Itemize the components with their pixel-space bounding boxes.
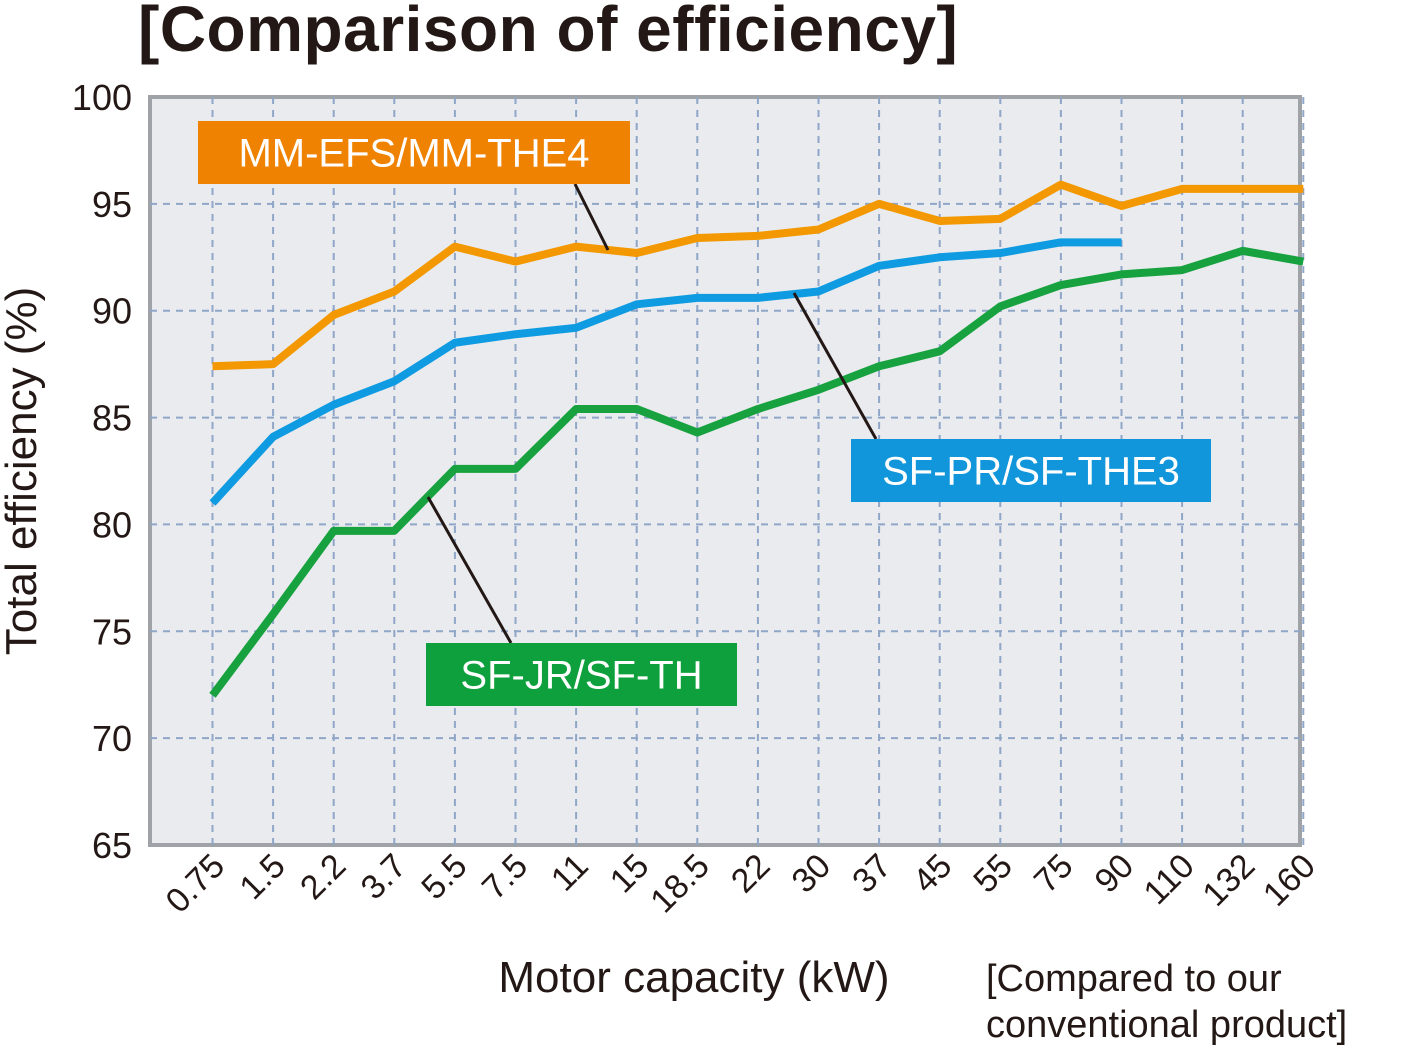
y-axis-label: Total efficiency (%) xyxy=(0,287,46,655)
leader-line xyxy=(573,183,610,251)
footnote-line-1: [Compared to our xyxy=(986,958,1282,1000)
y-tick-label: 90 xyxy=(92,291,132,332)
x-tick-label: 37 xyxy=(845,847,899,901)
y-tick-label: 65 xyxy=(92,825,132,866)
series-line xyxy=(212,180,1304,371)
x-tick-label: 1.5 xyxy=(232,847,292,907)
series-label-box xyxy=(426,643,737,706)
series-line xyxy=(209,246,1304,698)
chart-title: [Comparison of efficiency] xyxy=(138,0,959,65)
x-tick-label: 30 xyxy=(785,847,839,901)
series-label-text: MM-EFS/MM-THE4 xyxy=(238,132,589,176)
x-tick-label: 110 xyxy=(1137,847,1202,912)
x-axis-label: Motor capacity (kW) xyxy=(498,953,889,1002)
x-tick-label: 22 xyxy=(724,847,778,901)
x-tick-label: 2.2 xyxy=(293,847,353,907)
series-lines xyxy=(209,180,1304,698)
x-tick-label: 45 xyxy=(906,847,960,901)
series-label-text: SF-PR/SF-THE3 xyxy=(882,450,1180,494)
x-tick-label: 75 xyxy=(1027,847,1081,901)
y-tick-label: 85 xyxy=(92,398,132,439)
x-tick-label: 18.5 xyxy=(643,847,717,921)
x-tick-label: 3.7 xyxy=(354,847,414,907)
y-tick-label: 80 xyxy=(92,504,132,545)
y-tick-label: 75 xyxy=(92,611,132,652)
leader-line xyxy=(426,496,513,644)
x-tick-label: 160 xyxy=(1256,847,1323,914)
x-tick-label: 0.75 xyxy=(158,847,232,921)
x-tick-label: 55 xyxy=(966,847,1020,901)
series-label-box xyxy=(851,439,1211,502)
x-tick-label: 11 xyxy=(544,847,596,899)
x-tick-label: 7.5 xyxy=(475,847,535,907)
series-label-box xyxy=(198,121,630,184)
y-tick-labels: 65 70 75 80 85 90 95 100 xyxy=(72,77,132,866)
y-tick-label: 100 xyxy=(72,77,132,118)
x-tick-label: 90 xyxy=(1088,847,1142,901)
footnote-line-2: conventional product] xyxy=(986,1004,1348,1046)
y-tick-label: 95 xyxy=(92,184,132,225)
series-labels: MM-EFS/MM-THE4 SF-PR/SF-THE3 SF-JR/SF-TH xyxy=(198,121,1211,706)
footnote: [Compared to our conventional product] xyxy=(986,956,1347,1048)
label-leader-lines xyxy=(426,183,878,644)
x-tick-label: 132 xyxy=(1195,847,1262,914)
series-line xyxy=(209,238,1122,506)
x-tick-label: 5.5 xyxy=(414,847,474,907)
y-tick-label: 70 xyxy=(92,718,132,759)
leader-line xyxy=(792,292,878,440)
series-label-text: SF-JR/SF-TH xyxy=(460,654,702,698)
